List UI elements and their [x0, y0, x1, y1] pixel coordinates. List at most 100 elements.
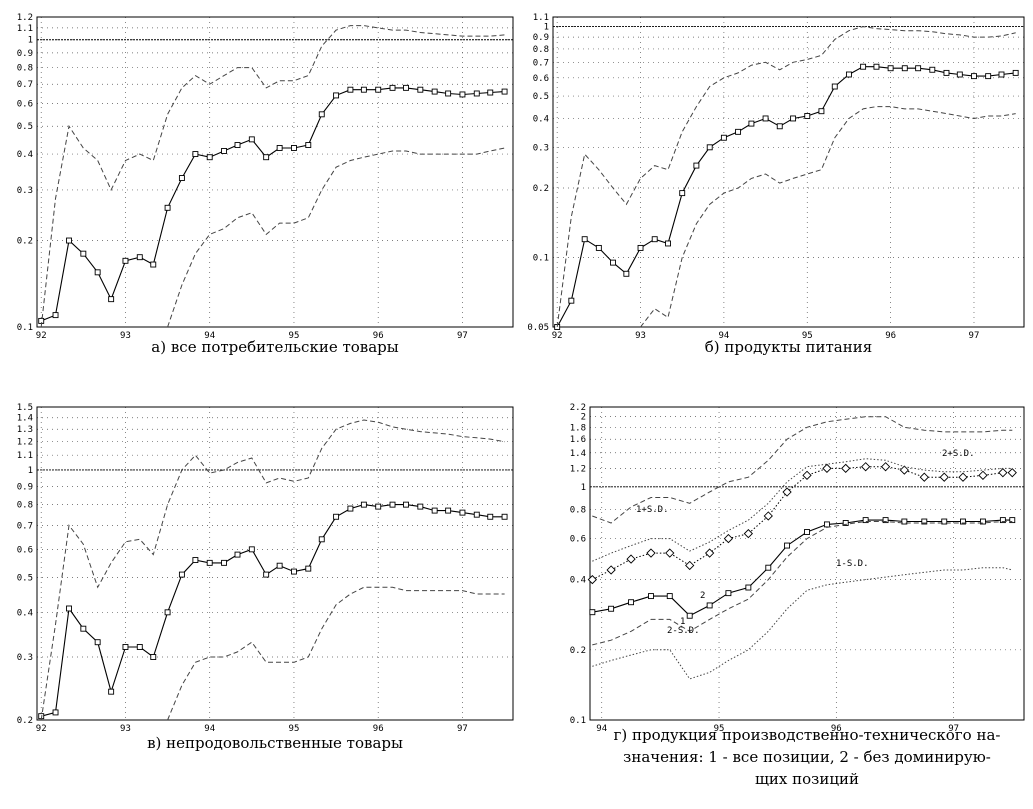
marker [431, 507, 438, 514]
y-tick-label: 0.4 [17, 150, 33, 160]
y-tick-label: 0.7 [17, 521, 33, 531]
marker [782, 487, 792, 497]
marker [610, 259, 616, 266]
chart-panel: 0.05 0.1 0.2 0.3 0.4 0.5 0.6 0.7 0.8 0.911.1 92 93 9… [527, 13, 1025, 356]
plot-frame [36, 406, 514, 721]
series-line [592, 519, 1013, 617]
marker [276, 562, 283, 569]
marker [66, 605, 72, 612]
marker [192, 151, 199, 158]
marker [389, 501, 396, 508]
marker [725, 590, 732, 597]
marker [94, 269, 101, 276]
y-tick-label: 1 [581, 483, 586, 493]
marker [150, 654, 157, 660]
marker [1009, 517, 1016, 524]
y-tick-label: 1.1 [17, 451, 33, 461]
marker [136, 254, 143, 261]
plot-frame [552, 16, 1025, 328]
caption: щих позиций [755, 770, 859, 788]
y-tick-label: 0.1 [17, 323, 33, 333]
marker [685, 560, 695, 571]
marker [206, 559, 213, 566]
marker [748, 120, 755, 127]
marker [979, 518, 986, 525]
marker [487, 89, 494, 96]
marker [473, 90, 480, 97]
marker [589, 609, 596, 616]
marker [150, 261, 157, 268]
marker [651, 236, 658, 243]
y-tick-label: 1 [544, 23, 549, 33]
marker [985, 73, 992, 80]
marker [915, 65, 922, 72]
y-tick-label: 0.5 [17, 574, 33, 584]
marker [939, 472, 949, 482]
marker [686, 612, 693, 619]
y-tick-label: 0.2 [533, 184, 549, 194]
marker [248, 136, 255, 143]
marker [765, 564, 772, 571]
y-tick-label: 0.6 [533, 74, 549, 84]
marker [1007, 468, 1017, 478]
x-tick-label: 95 [289, 331, 300, 341]
marker [901, 65, 908, 72]
marker [831, 83, 838, 90]
marker [978, 470, 988, 481]
marker [164, 609, 171, 616]
marker [679, 190, 686, 197]
marker [234, 551, 241, 558]
x-tick-label: 97 [948, 724, 959, 734]
x-tick-label: 93 [120, 331, 131, 341]
series-line [640, 106, 1016, 328]
series-line [167, 147, 505, 328]
marker [823, 521, 830, 528]
x-tick-label: 95 [714, 724, 725, 734]
x-tick-label: 97 [969, 331, 980, 341]
y-tick-label: 1.4 [570, 449, 586, 459]
x-tick-label: 94 [718, 331, 729, 341]
marker [693, 162, 700, 169]
y-tick-label: 1.6 [570, 435, 586, 445]
marker [637, 244, 644, 251]
marker [723, 533, 734, 544]
x-tick-label: 94 [596, 724, 607, 734]
marker [802, 470, 812, 481]
marker [206, 154, 213, 161]
marker [94, 639, 101, 646]
marker [221, 559, 227, 566]
marker [305, 565, 312, 572]
marker [873, 63, 880, 70]
marker [862, 517, 869, 524]
marker [587, 574, 597, 585]
marker [665, 548, 675, 558]
series-line [40, 419, 505, 721]
series-label: 2+S.D. [942, 449, 975, 459]
marker [108, 688, 115, 695]
y-tick-label: 0.4 [17, 608, 33, 618]
y-tick-label: 0.6 [17, 545, 33, 555]
marker [52, 312, 59, 319]
y-tick-label: 2.2 [570, 403, 586, 413]
x-tick-label: 96 [885, 331, 896, 341]
y-tick-label: 0.7 [17, 80, 33, 90]
marker [276, 145, 283, 151]
marker [776, 123, 783, 130]
series-label: 2 [700, 591, 705, 601]
marker [318, 536, 325, 543]
y-tick-label: 2 [581, 413, 586, 423]
marker [706, 144, 713, 151]
y-tick-label: 1.2 [17, 438, 33, 448]
series-line [40, 87, 505, 322]
marker [941, 518, 948, 525]
series-line [556, 26, 1016, 328]
y-tick-label: 0.6 [17, 99, 33, 109]
marker [608, 605, 615, 612]
y-tick-label: 0.4 [533, 114, 549, 124]
caption: б) продукты питания [705, 338, 872, 356]
marker [626, 554, 636, 564]
y-tick-label: 1.2 [17, 13, 33, 23]
marker [403, 501, 409, 508]
y-tick-label: 1.5 [17, 403, 33, 413]
series-label: 1+S.D. [636, 505, 669, 515]
